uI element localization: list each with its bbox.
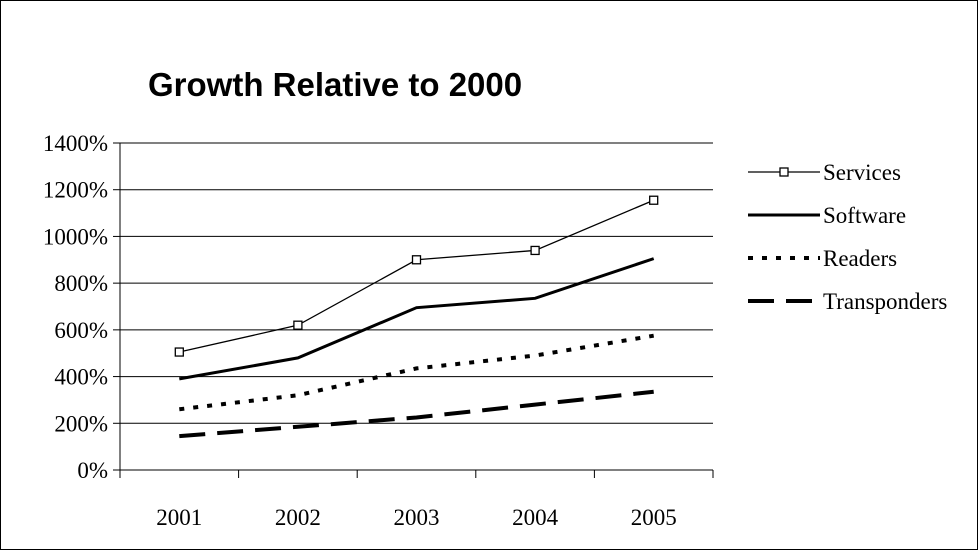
data-point (293, 320, 303, 330)
legend-label: Services (823, 160, 901, 185)
x-tick-label: 2005 (631, 505, 677, 530)
y-tick-label: 200% (54, 411, 108, 436)
plot-area: 0% 200% 400% 600% 800% 1000% 1200% 1400% 2001 200… (43, 131, 714, 530)
x-tick-label: 2004 (512, 505, 559, 530)
x-tick-label: 2003 (394, 505, 440, 530)
y-tick-label: 1200% (43, 178, 108, 203)
x-tick-label: 2001 (156, 505, 202, 530)
y-tick-label: 800% (54, 271, 108, 296)
x-tick-label: 2002 (275, 505, 321, 530)
series-line-software (179, 257, 655, 381)
legend-marker (779, 167, 789, 177)
legend: Services Software Readers Transponders (748, 160, 947, 314)
y-tick-label: 600% (54, 318, 108, 343)
data-point (649, 195, 659, 205)
legend-label: Transponders (823, 289, 947, 314)
series-line-services (179, 199, 654, 353)
data-point (530, 245, 540, 256)
y-tick-label: 1400% (43, 131, 108, 156)
series-line-readers (179, 333, 655, 412)
legend-label: Readers (823, 246, 897, 271)
y-tick-label: 0% (77, 458, 108, 483)
y-tick-label: 400% (54, 365, 108, 390)
y-tick-label: 1000% (43, 224, 108, 249)
legend-label: Software (823, 203, 906, 228)
data-point (411, 255, 422, 265)
chart-title: Growth Relative to 2000 (148, 66, 522, 103)
data-point (174, 347, 184, 357)
series-line-transponders (179, 389, 654, 439)
